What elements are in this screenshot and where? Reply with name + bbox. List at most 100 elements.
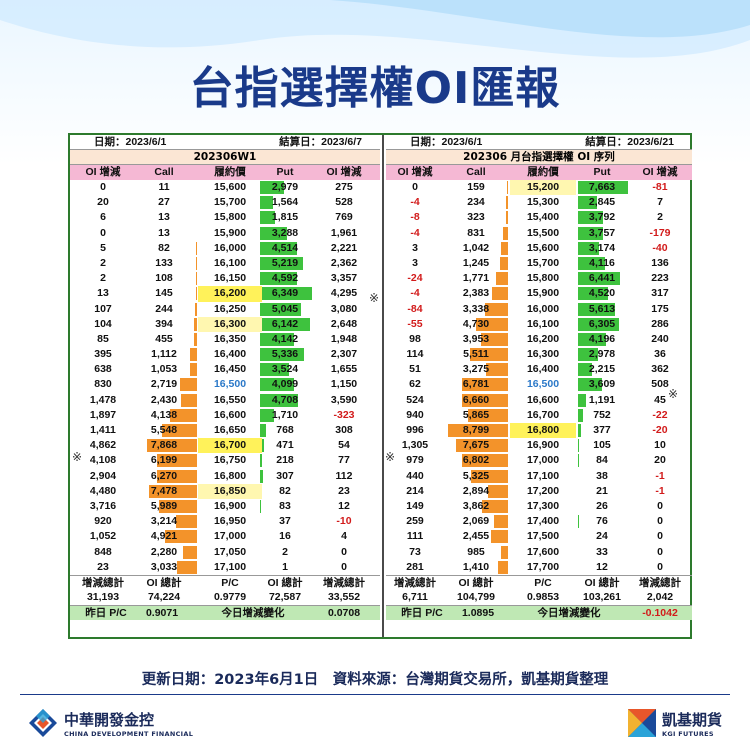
- call-oi-change: -4: [410, 287, 420, 300]
- call-oi-change: 1,897: [89, 408, 117, 421]
- column-header: OI 增減: [642, 166, 678, 178]
- put-oi: 2,215: [588, 363, 616, 376]
- strike-price: 15,300: [526, 196, 560, 209]
- put-oi: 6,305: [588, 317, 616, 330]
- call-oi-change: 940: [406, 408, 424, 421]
- put-oi-bar: [260, 196, 273, 210]
- table-row: 2 108 16,150 4,592 3,357: [70, 271, 380, 286]
- call-oi: 985: [467, 545, 485, 558]
- call-oi: 3,275: [462, 363, 490, 376]
- trade-date: 日期：2023/6/1: [94, 136, 167, 148]
- table-row: -8 323 15,400 3,792 2: [386, 210, 692, 225]
- put-oi-change: 1,961: [330, 226, 358, 239]
- put-oi: 4,196: [588, 332, 616, 345]
- totals-header-cell: OI 總計: [584, 576, 620, 589]
- totals-cell: 0.9779: [213, 590, 247, 603]
- call-oi-change: -4: [410, 196, 420, 209]
- put-oi-bar: [578, 181, 628, 194]
- call-oi-bar: [157, 469, 197, 483]
- call-oi: 4,921: [150, 530, 178, 543]
- call-oi-bar: [470, 348, 508, 362]
- call-oi: 5,325: [462, 469, 490, 482]
- put-oi-change: 3,080: [330, 302, 358, 315]
- strike-price: 16,150: [213, 272, 247, 285]
- put-oi-change: -323: [333, 408, 355, 421]
- put-oi: 26: [596, 499, 608, 512]
- call-oi: 133: [155, 256, 173, 269]
- table-separator: [382, 135, 384, 637]
- strike-price: 17,400: [526, 515, 560, 528]
- table-row: 1,052 4,921 17,000 16 4: [70, 529, 380, 544]
- put-oi-bar: [260, 499, 261, 513]
- strike-price: 16,300: [198, 316, 262, 332]
- strike-price: 16,600: [526, 393, 560, 406]
- call-oi-bar: [501, 545, 508, 559]
- table-row: 111 2,455 17,500 24 0: [386, 529, 692, 544]
- call-oi-change: 524: [406, 393, 424, 406]
- call-oi-bar: [195, 302, 197, 316]
- put-oi-bar: [260, 256, 303, 270]
- call-oi: 11: [158, 181, 170, 193]
- table-row: 979 6,802 17,000 84 20: [386, 453, 692, 468]
- put-oi-bar: [578, 454, 579, 468]
- put-oi-change: 136: [651, 256, 669, 269]
- call-oi-change: 920: [94, 515, 112, 528]
- column-header: 履約價: [527, 166, 559, 178]
- strike-price: 15,600: [213, 181, 247, 193]
- strike-price: 16,800: [510, 423, 576, 439]
- table-row: 1,478 2,430 16,550 4,708 3,590: [70, 393, 380, 408]
- call-oi-change: 979: [406, 454, 424, 467]
- call-oi-change: 98: [409, 332, 421, 345]
- call-oi: 4,138: [150, 408, 178, 421]
- strike-price: 17,000: [213, 530, 247, 543]
- put-oi-bar: [260, 332, 294, 346]
- put-oi-bar: [260, 424, 266, 437]
- call-oi: 7,868: [150, 439, 178, 452]
- call-oi-bar: [456, 439, 508, 453]
- table-row: 259 2,069 17,400 76 0: [386, 514, 692, 529]
- strike-price: 15,200: [510, 180, 576, 196]
- call-oi-bar: [190, 348, 197, 362]
- table-row: 2 133 16,100 5,219 2,362: [70, 256, 380, 271]
- call-oi: 1,042: [462, 241, 490, 254]
- strike-price: 16,800: [213, 469, 247, 482]
- call-oi-bar: [498, 560, 508, 574]
- put-oi-bar: [260, 241, 297, 255]
- table-row: 281 1,410 17,700 12 0: [386, 560, 692, 575]
- table-row: 149 3,862 17,300 26 0: [386, 499, 692, 514]
- call-oi: 1,245: [462, 256, 490, 269]
- column-header: OI 增減: [326, 166, 362, 178]
- call-oi-change: 1,052: [89, 530, 117, 543]
- call-oi-change: -4: [410, 226, 420, 239]
- call-oi-change: 114: [406, 348, 424, 361]
- cdf-logo-name: 中華開發金控: [64, 710, 155, 729]
- prev-pc-value: 1.0895: [461, 606, 495, 619]
- strike-price: 16,000: [526, 302, 560, 315]
- table-row: 0 13 15,900 3,288 1,961: [70, 226, 380, 241]
- call-oi-bar: [183, 545, 197, 559]
- table-row: 3 1,245 15,700 4,116 136: [386, 256, 692, 271]
- call-oi: 5,511: [463, 348, 489, 361]
- put-oi-change: 275: [335, 181, 353, 193]
- table-row: 51 3,275 16,400 2,215 362: [386, 362, 692, 377]
- put-oi-bar: [260, 454, 262, 468]
- put-oi-bar: [260, 393, 298, 407]
- settle-date: 結算日：2023/6/7: [279, 136, 362, 148]
- put-oi: 38: [596, 469, 608, 482]
- call-oi-bar: [468, 408, 508, 422]
- strike-price: 16,700: [198, 438, 262, 454]
- put-oi: 6,441: [588, 272, 616, 285]
- table-row: 848 2,280 17,050 2 0: [70, 545, 380, 560]
- put-oi-change: 528: [335, 196, 353, 209]
- strike-price: 15,600: [526, 241, 560, 254]
- put-oi-bar: [260, 348, 304, 362]
- put-oi-change: 77: [338, 454, 350, 467]
- strike-price: 16,750: [213, 454, 247, 467]
- call-oi-change: 281: [406, 560, 424, 573]
- call-oi-change: -8: [410, 211, 420, 224]
- put-oi: 768: [276, 424, 294, 436]
- call-oi-change: 214: [406, 484, 424, 497]
- series-label: 202306W1: [70, 150, 380, 165]
- put-oi-change: -10: [336, 515, 352, 528]
- call-oi-change: 830: [94, 378, 112, 391]
